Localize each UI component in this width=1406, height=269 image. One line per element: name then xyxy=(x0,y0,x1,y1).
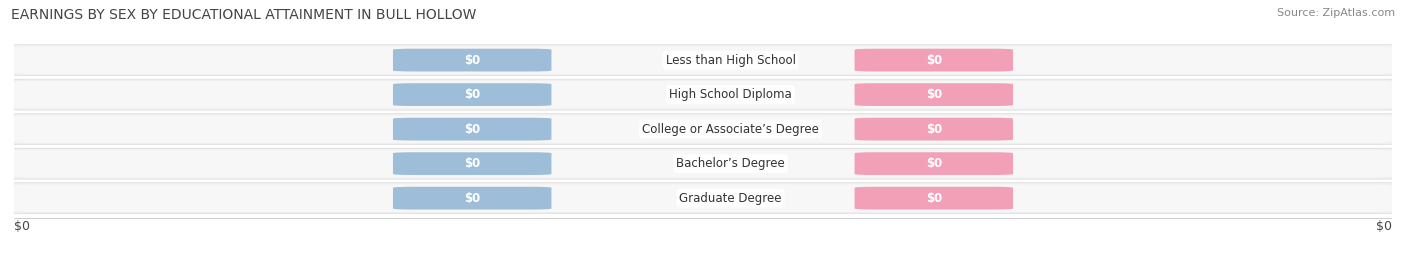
FancyBboxPatch shape xyxy=(14,115,1392,143)
FancyBboxPatch shape xyxy=(394,49,551,72)
FancyBboxPatch shape xyxy=(14,81,1392,108)
Text: $0: $0 xyxy=(464,192,481,205)
FancyBboxPatch shape xyxy=(855,49,1012,72)
FancyBboxPatch shape xyxy=(14,46,1392,74)
FancyBboxPatch shape xyxy=(0,183,1406,214)
Text: $0: $0 xyxy=(925,157,942,170)
FancyBboxPatch shape xyxy=(394,187,551,210)
Text: Source: ZipAtlas.com: Source: ZipAtlas.com xyxy=(1277,8,1395,18)
FancyBboxPatch shape xyxy=(855,152,1012,175)
Text: $0: $0 xyxy=(925,192,942,205)
FancyBboxPatch shape xyxy=(394,83,551,106)
FancyBboxPatch shape xyxy=(14,150,1392,178)
Text: $0: $0 xyxy=(1376,220,1392,233)
Text: Bachelor’s Degree: Bachelor’s Degree xyxy=(676,157,785,170)
Text: $0: $0 xyxy=(464,157,481,170)
Text: $0: $0 xyxy=(14,220,30,233)
Text: EARNINGS BY SEX BY EDUCATIONAL ATTAINMENT IN BULL HOLLOW: EARNINGS BY SEX BY EDUCATIONAL ATTAINMEN… xyxy=(11,8,477,22)
FancyBboxPatch shape xyxy=(14,184,1392,212)
FancyBboxPatch shape xyxy=(394,152,551,175)
FancyBboxPatch shape xyxy=(855,118,1012,140)
FancyBboxPatch shape xyxy=(0,114,1406,145)
Text: Graduate Degree: Graduate Degree xyxy=(679,192,782,205)
FancyBboxPatch shape xyxy=(855,187,1012,210)
FancyBboxPatch shape xyxy=(855,83,1012,106)
Text: Less than High School: Less than High School xyxy=(665,54,796,67)
Text: High School Diploma: High School Diploma xyxy=(669,88,792,101)
FancyBboxPatch shape xyxy=(0,79,1406,110)
Text: $0: $0 xyxy=(464,54,481,67)
Text: $0: $0 xyxy=(925,54,942,67)
FancyBboxPatch shape xyxy=(394,118,551,140)
FancyBboxPatch shape xyxy=(0,45,1406,76)
Text: $0: $0 xyxy=(925,88,942,101)
FancyBboxPatch shape xyxy=(0,148,1406,179)
Text: $0: $0 xyxy=(464,123,481,136)
Text: $0: $0 xyxy=(925,123,942,136)
Text: $0: $0 xyxy=(464,88,481,101)
Text: College or Associate’s Degree: College or Associate’s Degree xyxy=(643,123,820,136)
